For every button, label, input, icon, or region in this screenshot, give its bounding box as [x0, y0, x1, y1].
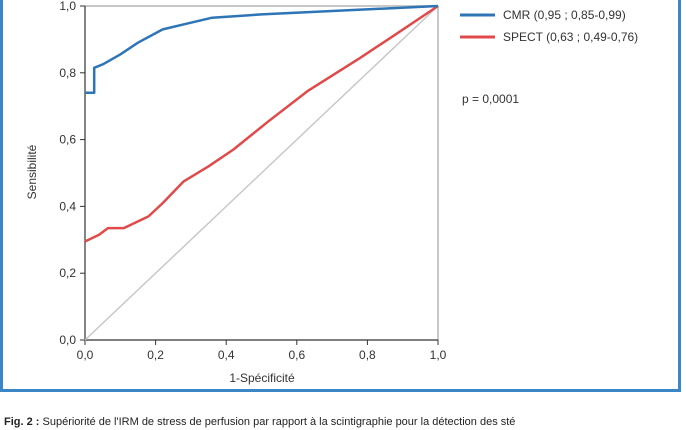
x-tick-label: 0,6	[288, 348, 305, 362]
x-tick-label: 0,2	[147, 348, 164, 362]
legend: CMR (0,95 ; 0,85-0,99) SPECT (0,63 ; 0,4…	[460, 8, 638, 44]
legend-label-spect: SPECT (0,63 ; 0,49-0,76)	[503, 30, 638, 44]
y-tick-label: 0,6	[59, 133, 76, 147]
x-axis-label: 1-Spécificité	[229, 371, 295, 385]
spect-curve	[84, 4, 439, 243]
caption-text: Supériorité de l'IRM de stress de perfus…	[39, 416, 516, 428]
legend-label-cmr: CMR (0,95 ; 0,85-0,99)	[503, 8, 626, 22]
roc-chart: 0,0 0,2 0,4 0,6 0,8 1,0 0,0 0,2 0,4 0,6 0,8 1,0 Sen…	[25, 0, 638, 385]
cmr-curve	[85, 4, 439, 95]
x-tick-label: 1,0	[430, 348, 447, 362]
y-tick-label: 1,0	[59, 0, 76, 13]
x-tick-label: 0,4	[218, 348, 235, 362]
reference-diagonal	[84, 5, 439, 341]
y-tick-label: 0,4	[59, 199, 76, 213]
p-value-annotation: p = 0,0001	[462, 92, 519, 106]
y-tick-label: 0,0	[59, 333, 76, 347]
x-tick-label: 0,0	[77, 348, 94, 362]
figure-caption: Fig. 2 : Supériorité de l'IRM de stress …	[4, 416, 686, 428]
caption-label: Fig. 2 :	[4, 416, 40, 428]
plot-area: 0,0 0,2 0,4 0,6 0,8 1,0 0,0 0,2 0,4 0,6 0,8 1,0	[59, 0, 446, 362]
figure-frame	[0, 0, 681, 392]
y-tick-label: 0,8	[59, 66, 76, 80]
y-axis-label: Sensibilité	[25, 144, 39, 199]
y-tick-label: 0,2	[59, 266, 76, 280]
x-tick-label: 0,8	[359, 348, 376, 362]
